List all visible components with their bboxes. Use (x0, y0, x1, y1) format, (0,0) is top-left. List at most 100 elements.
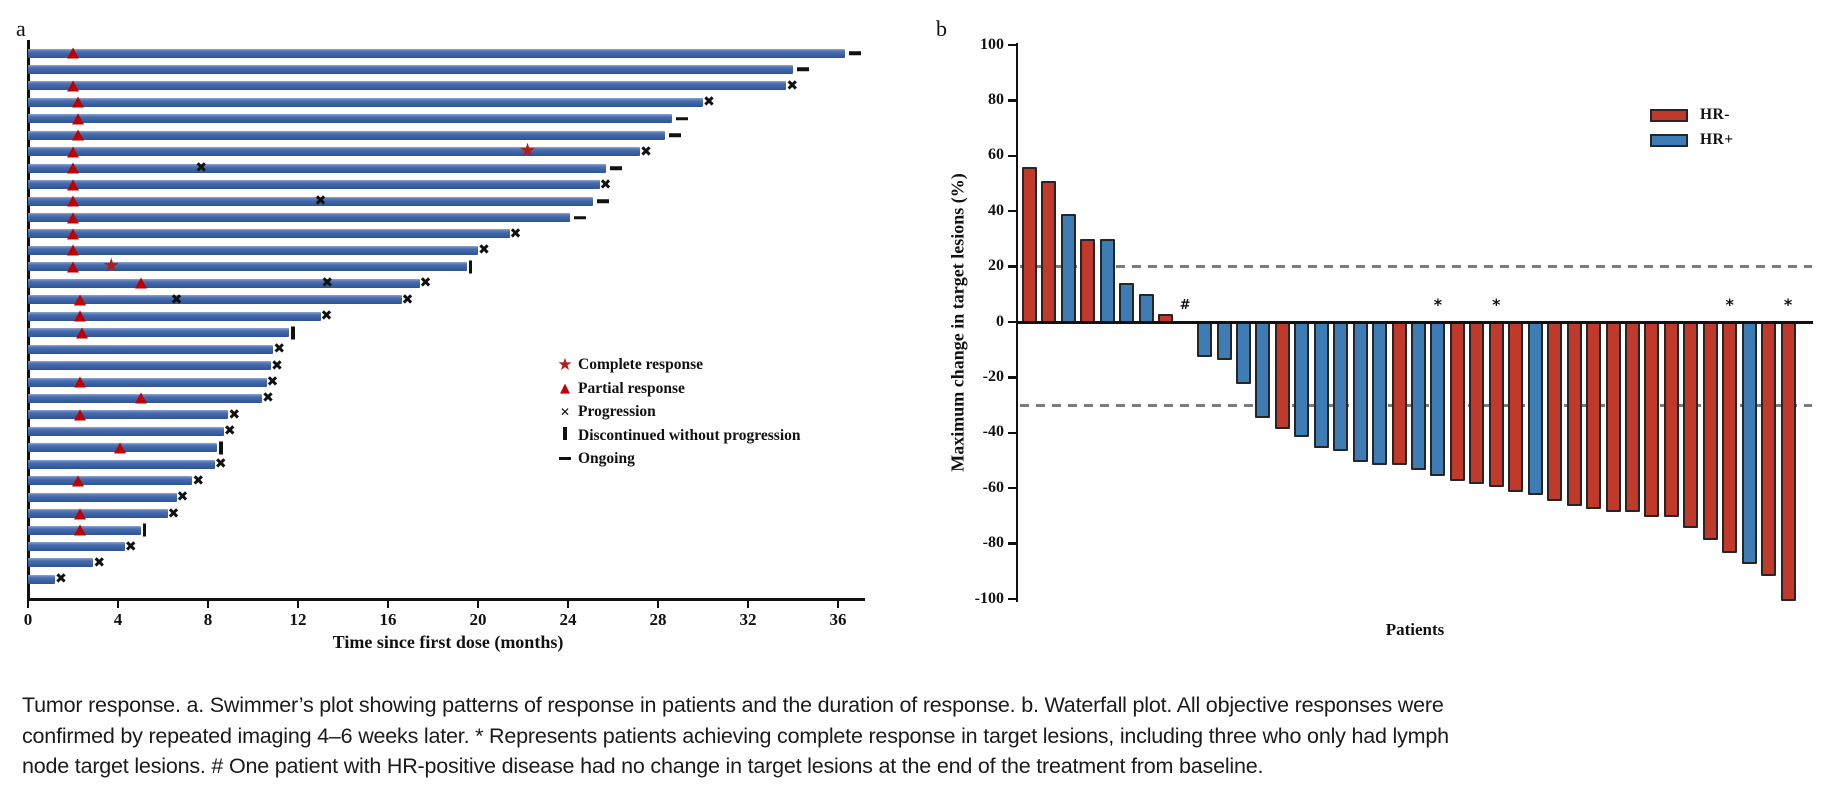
complete-response-asterisk: * (1492, 295, 1501, 314)
waterfall-bar (1313, 321, 1329, 449)
partial-response-marker (67, 146, 79, 158)
partial-response-marker (67, 162, 79, 174)
progression-marker: ✖ (124, 538, 137, 555)
swimmer-bar (28, 476, 193, 486)
waterfall-bar (1741, 321, 1757, 565)
waterfall-bar (1469, 321, 1485, 485)
ongoing-marker (848, 51, 861, 55)
partial-response-marker (67, 228, 79, 240)
y-tick-label: -100 (974, 589, 1004, 607)
waterfall-bar (1333, 321, 1349, 451)
legend-item-progression: ✕ Progression (552, 401, 656, 423)
progression-marker: ✖ (223, 423, 236, 440)
ongoing-marker (574, 215, 587, 220)
waterfall-bar (1060, 213, 1076, 325)
y-tick (1008, 265, 1016, 268)
ongoing-marker (668, 133, 681, 137)
waterfall-bar (1644, 321, 1660, 518)
panel-a-letter: a (16, 16, 26, 41)
x-tick-label: 32 (739, 610, 757, 629)
swimmer-bar (28, 509, 168, 519)
waterfall-zero-line (1015, 320, 1813, 324)
waterfall-bar (1119, 283, 1135, 325)
dash-icon (552, 450, 578, 468)
swimmer-bar (28, 492, 177, 502)
y-tick-label: 80 (988, 90, 1004, 108)
swimmer-bar (28, 64, 793, 74)
x-tick (206, 600, 210, 608)
progression-marker: ✖ (170, 291, 183, 308)
swimmer-bar (28, 410, 229, 420)
waterfall-bar (1566, 321, 1582, 507)
progression-marker: ✖ (176, 489, 189, 506)
x-tick-label: 8 (203, 610, 213, 629)
waterfall-bar (1430, 321, 1446, 476)
swimmer-bar (28, 180, 600, 190)
waterfall-bar (1780, 321, 1796, 601)
x-tick (476, 600, 480, 608)
partial-response-marker (76, 327, 88, 339)
waterfall-bar (1761, 321, 1777, 576)
y-tick (1008, 597, 1016, 601)
swimmer-bar (28, 196, 593, 206)
waterfall-bar (1099, 238, 1115, 325)
progression-marker: ✖ (321, 275, 334, 292)
y-tick-label: -40 (982, 423, 1004, 441)
y-tick (1008, 376, 1016, 379)
legend-label: Discontinued without progression (578, 426, 801, 444)
y-tick-label: 100 (980, 35, 1004, 53)
progression-marker: ✖ (214, 456, 227, 473)
swimmer-bar (28, 459, 215, 469)
partial-response-marker (114, 442, 127, 454)
waterfall-bar (1683, 321, 1699, 529)
waterfall-bar (1605, 321, 1621, 512)
partial-response-marker (73, 524, 86, 536)
waterfall-bar (1255, 321, 1271, 418)
swimmer-bar (28, 163, 607, 173)
waterfall-bar (1508, 321, 1524, 493)
legend-label: HR+ (1700, 131, 1734, 148)
waterfall-bar (1274, 321, 1290, 429)
x-tick (746, 600, 750, 608)
waterfall-bar (1391, 321, 1407, 465)
waterfall-bar (1080, 238, 1096, 325)
x-tick (656, 600, 660, 608)
y-tick-label: -80 (982, 534, 1004, 552)
progression-marker: ✖ (320, 308, 333, 325)
swimmer-bar (28, 574, 55, 584)
waterfall-bar (1041, 180, 1057, 325)
x-tick-label: 36 (829, 610, 847, 629)
figure-caption: Tumor response. a. Swimmer’s plot showin… (22, 693, 1449, 778)
swimmer-bar (28, 81, 787, 91)
partial-response-marker (67, 212, 79, 223)
discontinued-marker (468, 260, 473, 274)
partial-response-marker (67, 179, 79, 191)
complete-response-marker: ★ (102, 254, 120, 277)
y-tick-label: -60 (982, 478, 1004, 496)
waterfall-bar (1197, 321, 1213, 357)
partial-response-marker (71, 129, 84, 141)
y-tick-label: 40 (988, 201, 1004, 219)
partial-response-marker (73, 310, 86, 322)
x-tick-label: 12 (289, 610, 307, 629)
partial-response-marker (134, 392, 147, 404)
swimmer-plot: ✖ ✖ ★ ✖ ✖ ✖ ✖ ✖ ✖ ★ ✖ ✖ ✖ ✖ ✖ ✖ ✖ ✖ ✖ ✖ ✖ ✖ ✖ ✖ ✖ ✖ ✖ ✖ 0 4 8 12 16 20 24… (24, 0, 888, 670)
progression-marker: ✖ (478, 242, 490, 259)
y-tick (1008, 431, 1016, 435)
swimmer-legend: ★ Complete response ▲ Partial response ✕… (552, 354, 842, 479)
y-tick-label: -20 (982, 367, 1004, 385)
legend-label: Progression (578, 403, 656, 420)
x-tick (386, 600, 390, 608)
x-tick (116, 600, 120, 608)
partial-response-marker (71, 113, 84, 125)
partial-response-marker (67, 80, 79, 92)
partial-response-marker (73, 376, 86, 388)
reference-dashed-line (1020, 265, 1812, 269)
partial-response-marker (71, 96, 84, 108)
hr-positive-swatch (1650, 133, 1688, 147)
legend-item-partial-response: ▲ Partial response (552, 378, 685, 400)
swimmer-bar (28, 295, 402, 305)
star-icon: ★ (557, 355, 573, 375)
waterfall-x-axis-title: Patients (1385, 620, 1445, 639)
waterfall-bar (1449, 321, 1465, 482)
